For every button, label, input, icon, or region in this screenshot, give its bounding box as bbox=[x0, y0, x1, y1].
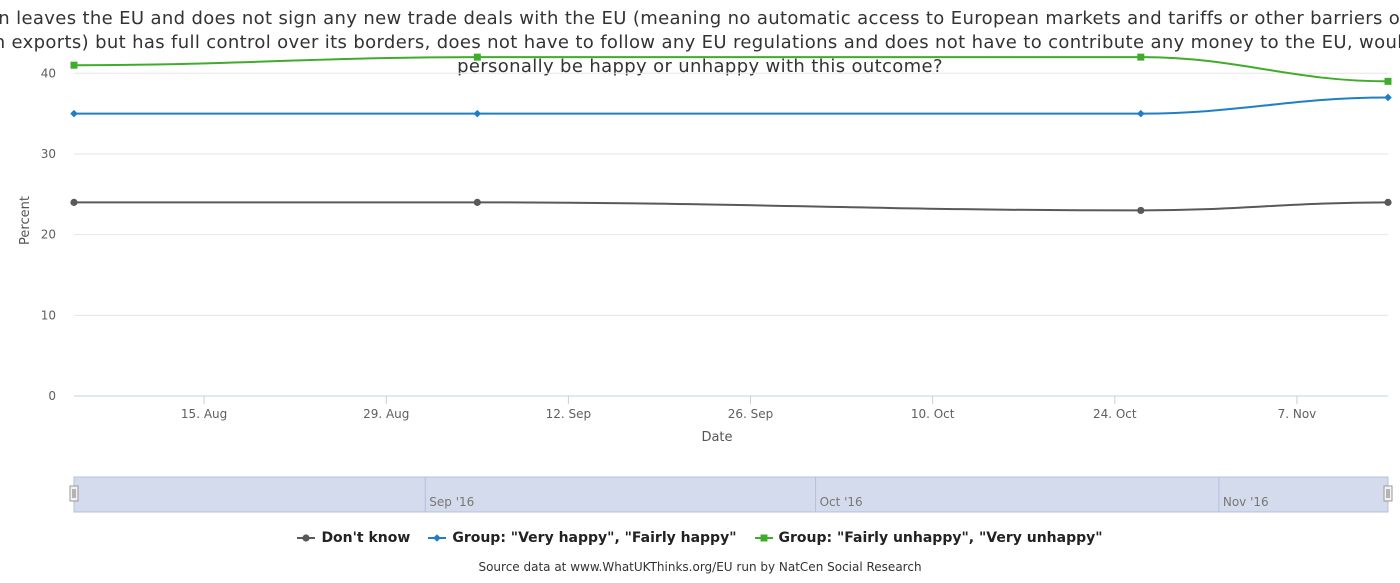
y-tick-label: 10 bbox=[41, 308, 56, 322]
x-tick-label: 26. Sep bbox=[728, 407, 774, 421]
x-tick-label: 10. Oct bbox=[911, 407, 955, 421]
data-point bbox=[70, 198, 78, 206]
data-point bbox=[1137, 206, 1145, 215]
y-tick-label: 20 bbox=[41, 228, 56, 242]
legend-label: Group: "Very happy", "Fairly happy" bbox=[452, 530, 737, 546]
x-tick-label: 12. Sep bbox=[546, 407, 592, 421]
series-line-0 bbox=[74, 201, 1389, 212]
x-tick-label: 24. Oct bbox=[1093, 407, 1137, 421]
data-point bbox=[1384, 198, 1392, 206]
data-point bbox=[1137, 53, 1145, 61]
navigator-label: Oct '16 bbox=[820, 495, 863, 509]
data-point bbox=[473, 53, 481, 61]
legend-symbol bbox=[754, 534, 773, 542]
data-point bbox=[473, 109, 482, 118]
x-tick-label: 7. Nov bbox=[1278, 407, 1317, 421]
x-tick-label: 29. Aug bbox=[363, 407, 409, 421]
legend-label: Group: "Fairly unhappy", "Very unhappy" bbox=[778, 530, 1103, 546]
legend-symbol bbox=[428, 534, 447, 542]
legend-item[interactable]: Group: "Very happy", "Fairly happy" bbox=[428, 530, 737, 546]
y-tick-label: 40 bbox=[41, 66, 56, 80]
legend-label: Don't know bbox=[321, 530, 411, 546]
legend-marker bbox=[760, 534, 767, 542]
data-point bbox=[1384, 77, 1392, 85]
legend-symbol bbox=[297, 534, 316, 542]
navigator-range[interactable] bbox=[73, 476, 1389, 513]
data-point bbox=[70, 109, 78, 118]
data-point bbox=[70, 61, 78, 69]
navigator-right-handle[interactable] bbox=[1383, 485, 1393, 502]
y-axis-title: Percent bbox=[18, 196, 33, 245]
navigator-label: Nov '16 bbox=[1223, 495, 1269, 509]
navigator-label: Sep '16 bbox=[429, 495, 474, 509]
y-tick-label: 30 bbox=[41, 147, 56, 161]
data-point bbox=[473, 198, 481, 206]
data-point bbox=[1137, 109, 1145, 118]
series-line-1 bbox=[73, 96, 1389, 115]
legend-item[interactable]: Group: "Fairly unhappy", "Very unhappy" bbox=[754, 530, 1103, 546]
legend-item[interactable]: Don't know bbox=[297, 530, 410, 546]
source-credit: Source data at www.WhatUKThinks.org/EU r… bbox=[478, 560, 922, 574]
x-axis-title: Date bbox=[701, 430, 732, 445]
legend-marker bbox=[302, 534, 311, 542]
navigator-left-handle[interactable] bbox=[69, 485, 79, 502]
data-point bbox=[1384, 93, 1392, 102]
legend-marker bbox=[433, 534, 442, 542]
chart-title: If Britain leaves the EU and does not si… bbox=[0, 8, 1400, 77]
series-line-2 bbox=[73, 56, 1389, 83]
x-tick-label: 15. Aug bbox=[181, 407, 227, 421]
y-tick-label: 0 bbox=[48, 389, 56, 403]
legend: Don't know Group: "Very happy", "Fairly h… bbox=[0, 530, 1400, 546]
